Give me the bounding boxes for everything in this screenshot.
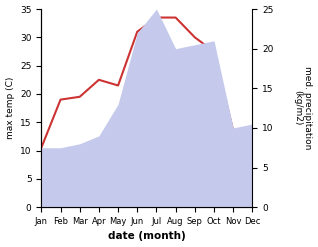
Y-axis label: max temp (C): max temp (C): [5, 77, 15, 139]
Y-axis label: med. precipitation
(kg/m2): med. precipitation (kg/m2): [293, 66, 313, 150]
X-axis label: date (month): date (month): [108, 231, 186, 242]
